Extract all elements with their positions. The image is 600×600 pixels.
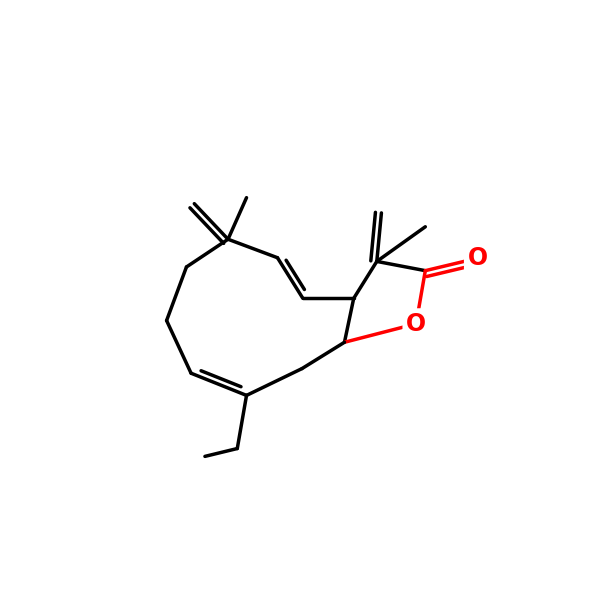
Text: O: O [406, 312, 426, 336]
Text: O: O [467, 246, 488, 270]
